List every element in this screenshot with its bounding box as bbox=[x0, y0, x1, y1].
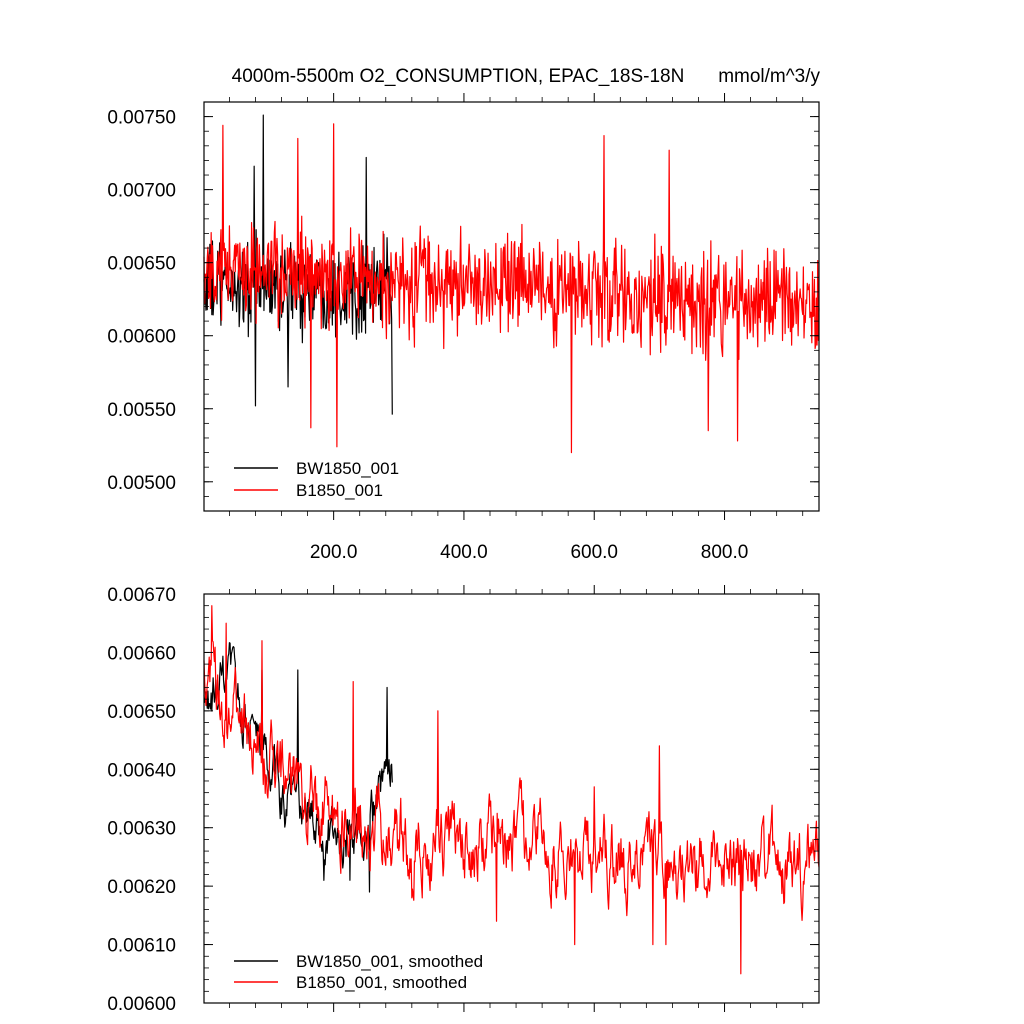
legend-label-bw1850: BW1850_001 bbox=[296, 459, 399, 478]
chart-units: mmol/m^3/y bbox=[718, 66, 820, 87]
legend-label-b1850: B1850_001 bbox=[296, 481, 383, 500]
top-axes: 0.00500 0.00550 0.00600 0.00650 0.00700 0.007… bbox=[107, 93, 819, 563]
y-tick-label: 0.00630 bbox=[107, 819, 176, 840]
y-tick-label: 0.00650 bbox=[107, 702, 176, 723]
x-tick-label: 800.0 bbox=[701, 542, 749, 563]
legend-label-bw1850-smoothed: BW1850_001, smoothed bbox=[296, 952, 483, 971]
bottom-series-group bbox=[203, 605, 820, 975]
top-plot-frame bbox=[203, 101, 820, 512]
y-tick-label: 0.00500 bbox=[107, 473, 176, 494]
y-tick-label: 0.00610 bbox=[107, 936, 176, 957]
y-tick-label: 0.00650 bbox=[107, 254, 176, 275]
top-series-group bbox=[203, 114, 820, 454]
legend-label-b1850-smoothed: B1850_001, smoothed bbox=[296, 973, 467, 992]
x-tick-label: 600.0 bbox=[570, 542, 618, 563]
y-tick-label: 0.00700 bbox=[107, 181, 176, 202]
x-tick-label: 200.0 bbox=[310, 542, 358, 563]
top-chart: 4000m-5500m O2_CONSUMPTION, EPAC_18S-18N… bbox=[107, 66, 820, 563]
bottom-axes: 0.00600 0.00610 0.00620 0.00630 0.00640 0.006… bbox=[107, 585, 819, 1015]
chart-title: 4000m-5500m O2_CONSUMPTION, EPAC_18S-18N bbox=[232, 66, 685, 87]
y-tick-label: 0.00550 bbox=[107, 400, 176, 421]
y-tick-label: 0.00600 bbox=[107, 327, 176, 348]
top-legend: BW1850_001 B1850_001 bbox=[234, 459, 399, 500]
series-line-bw1850-001 bbox=[203, 114, 393, 415]
y-tick-label: 0.00670 bbox=[107, 585, 176, 606]
bottom-plot-frame bbox=[203, 593, 820, 1004]
y-tick-label: 0.00660 bbox=[107, 643, 176, 664]
series-line-b1850-001-smoothed bbox=[203, 605, 820, 975]
series-line-b1850-001 bbox=[203, 123, 820, 454]
x-tick-label: 400.0 bbox=[440, 542, 488, 563]
y-tick-label: 0.00620 bbox=[107, 877, 176, 898]
y-tick-label: 0.00640 bbox=[107, 760, 176, 781]
bottom-chart: 0.00600 0.00610 0.00620 0.00630 0.00640 0.006… bbox=[107, 585, 820, 1015]
y-tick-label: 0.00750 bbox=[107, 108, 176, 129]
bottom-legend: BW1850_001, smoothed B1850_001, smoothed bbox=[234, 952, 483, 992]
y-tick-label: 0.00600 bbox=[107, 994, 176, 1015]
